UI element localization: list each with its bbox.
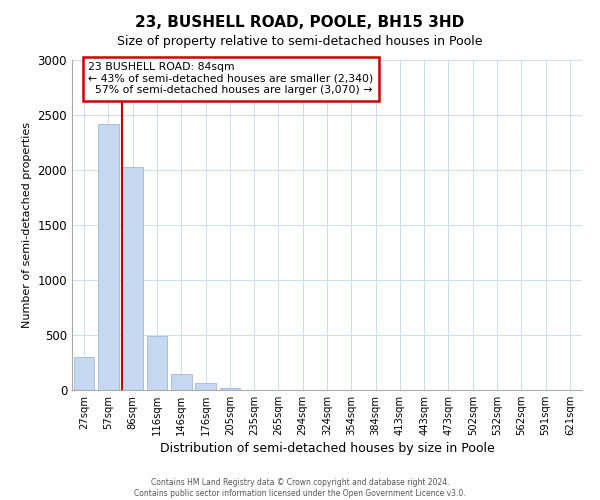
Text: 23 BUSHELL ROAD: 84sqm
← 43% of semi-detached houses are smaller (2,340)
  57% o: 23 BUSHELL ROAD: 84sqm ← 43% of semi-det… bbox=[88, 62, 374, 96]
Y-axis label: Number of semi-detached properties: Number of semi-detached properties bbox=[22, 122, 32, 328]
Bar bbox=[98, 124, 119, 390]
Bar bbox=[146, 336, 167, 390]
Bar bbox=[122, 166, 143, 390]
X-axis label: Distribution of semi-detached houses by size in Poole: Distribution of semi-detached houses by … bbox=[160, 442, 494, 455]
Text: 23, BUSHELL ROAD, POOLE, BH15 3HD: 23, BUSHELL ROAD, POOLE, BH15 3HD bbox=[136, 15, 464, 30]
Bar bbox=[171, 374, 191, 390]
Bar bbox=[220, 388, 240, 390]
Bar bbox=[74, 357, 94, 390]
Text: Size of property relative to semi-detached houses in Poole: Size of property relative to semi-detach… bbox=[117, 35, 483, 48]
Bar bbox=[195, 384, 216, 390]
Text: Contains HM Land Registry data © Crown copyright and database right 2024.
Contai: Contains HM Land Registry data © Crown c… bbox=[134, 478, 466, 498]
